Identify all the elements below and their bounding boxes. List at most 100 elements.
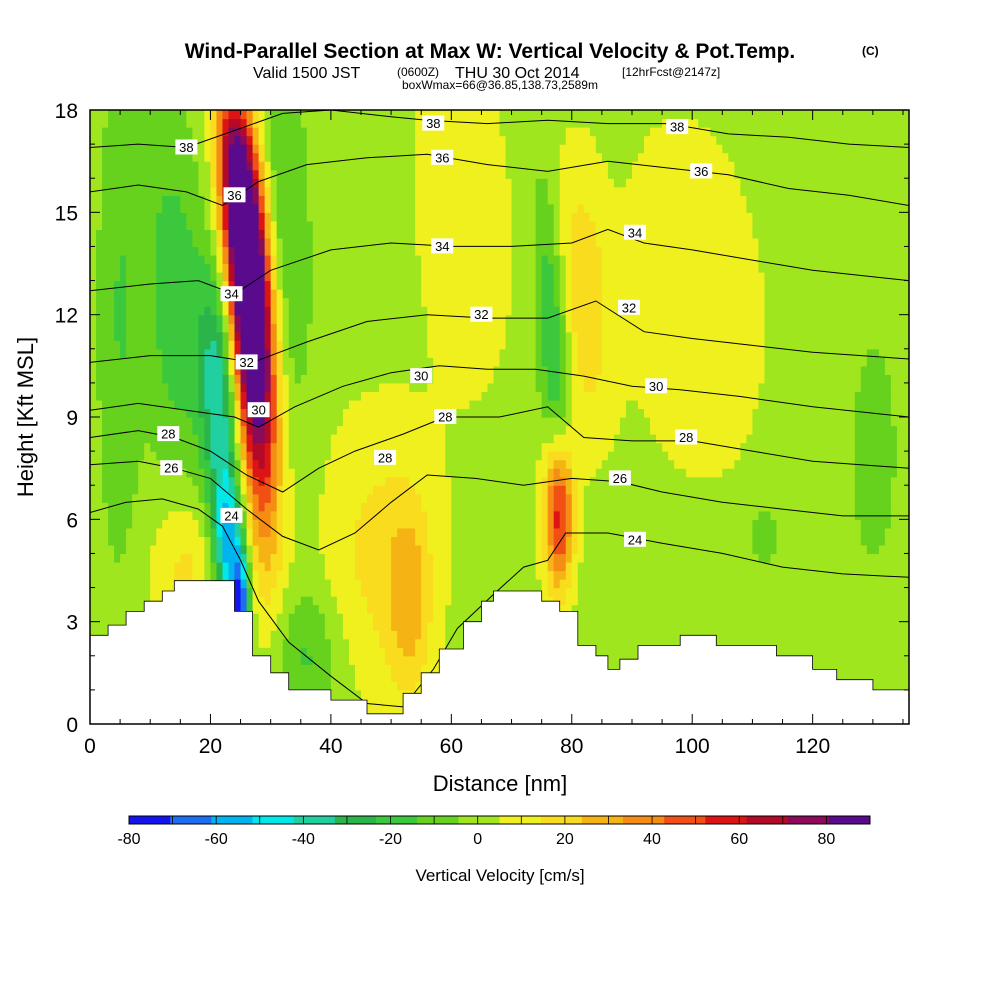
velocity-cell [168, 493, 175, 503]
velocity-cell [427, 220, 434, 230]
velocity-cell [439, 596, 446, 606]
velocity-cell [427, 664, 434, 674]
velocity-cell [162, 357, 169, 367]
velocity-cell [156, 118, 163, 128]
velocity-cell [120, 195, 127, 205]
velocity-cell [240, 152, 248, 162]
velocity-cell [126, 596, 133, 606]
velocity-cell [126, 408, 133, 418]
velocity-cell [379, 314, 386, 324]
velocity-cell [463, 459, 470, 469]
velocity-cell [180, 246, 187, 256]
velocity-cell [457, 417, 464, 427]
velocity-cell [391, 485, 398, 495]
velocity-cell [102, 391, 109, 401]
velocity-cell [258, 579, 266, 589]
velocity-cell [156, 348, 163, 358]
velocity-cell [120, 476, 127, 486]
velocity-cell [144, 306, 151, 316]
velocity-cell [391, 365, 398, 375]
velocity-cell [276, 144, 284, 154]
velocity-cell [373, 374, 380, 384]
velocity-cell [258, 323, 266, 333]
velocity-cell [114, 613, 121, 623]
velocity-cell [234, 340, 242, 350]
velocity-cell [397, 417, 404, 427]
velocity-cell [367, 297, 374, 307]
velocity-cell [499, 434, 507, 444]
velocity-cell [336, 357, 344, 367]
velocity-cell [270, 144, 278, 154]
velocity-cell [354, 280, 362, 290]
velocity-cell [403, 254, 410, 265]
velocity-cell [192, 203, 199, 213]
velocity-cell [415, 357, 422, 367]
velocity-cell [120, 212, 127, 222]
velocity-cell [385, 527, 392, 537]
velocity-cell [324, 229, 332, 239]
velocity-cell [126, 254, 133, 265]
velocity-cell [246, 365, 254, 375]
velocity-cell [360, 536, 368, 546]
velocity-cell [367, 553, 374, 563]
velocity-cell [373, 263, 380, 273]
velocity-cell [144, 374, 151, 384]
velocity-cell [174, 118, 181, 128]
velocity-cell [306, 510, 314, 520]
velocity-cell [204, 323, 212, 333]
velocity-cell [403, 220, 410, 230]
velocity-cell [469, 553, 477, 563]
velocity-cell [96, 442, 103, 452]
velocity-cell [108, 374, 115, 384]
velocity-cell [228, 544, 236, 555]
velocity-cell [397, 220, 404, 230]
velocity-cell [288, 630, 296, 640]
velocity-cell [481, 502, 489, 512]
velocity-cell [102, 459, 109, 469]
velocity-cell [306, 613, 314, 623]
velocity-cell [487, 289, 495, 299]
velocity-cell [222, 476, 230, 486]
velocity-cell [96, 374, 103, 384]
velocity-cell [222, 297, 230, 307]
velocity-cell [360, 331, 368, 341]
velocity-cell [421, 195, 428, 205]
velocity-cell [409, 280, 416, 290]
velocity-cell [481, 323, 489, 333]
velocity-cell [156, 399, 163, 410]
velocity-cell [439, 621, 446, 631]
velocity-cell [306, 272, 314, 282]
velocity-cell [499, 254, 507, 265]
velocity-cell [102, 579, 109, 589]
velocity-cell [445, 510, 452, 520]
velocity-cell [360, 689, 368, 700]
velocity-cell [421, 263, 428, 273]
velocity-cell [198, 442, 206, 452]
velocity-cell [463, 127, 470, 137]
velocity-cell [373, 544, 380, 555]
velocity-cell [415, 672, 422, 682]
velocity-cell [312, 553, 320, 563]
velocity-cell [312, 169, 320, 179]
velocity-cell [132, 220, 139, 230]
velocity-cell [457, 485, 464, 495]
velocity-cell [475, 323, 483, 333]
velocity-cell [330, 314, 338, 324]
velocity-cell [300, 502, 308, 512]
velocity-cell [108, 553, 115, 563]
velocity-cell [90, 135, 97, 145]
velocity-cell [336, 561, 344, 572]
velocity-cell [162, 152, 169, 162]
velocity-cell [150, 220, 157, 230]
velocity-cell [475, 365, 483, 375]
velocity-cell [409, 331, 416, 341]
velocity-cell [180, 280, 187, 290]
velocity-cell [96, 544, 103, 555]
velocity-cell [403, 212, 410, 222]
velocity-cell [132, 553, 139, 563]
velocity-cell [415, 519, 422, 529]
velocity-cell [360, 681, 368, 691]
velocity-cell [360, 365, 368, 375]
velocity-cell [445, 195, 452, 205]
velocity-cell [282, 212, 290, 222]
